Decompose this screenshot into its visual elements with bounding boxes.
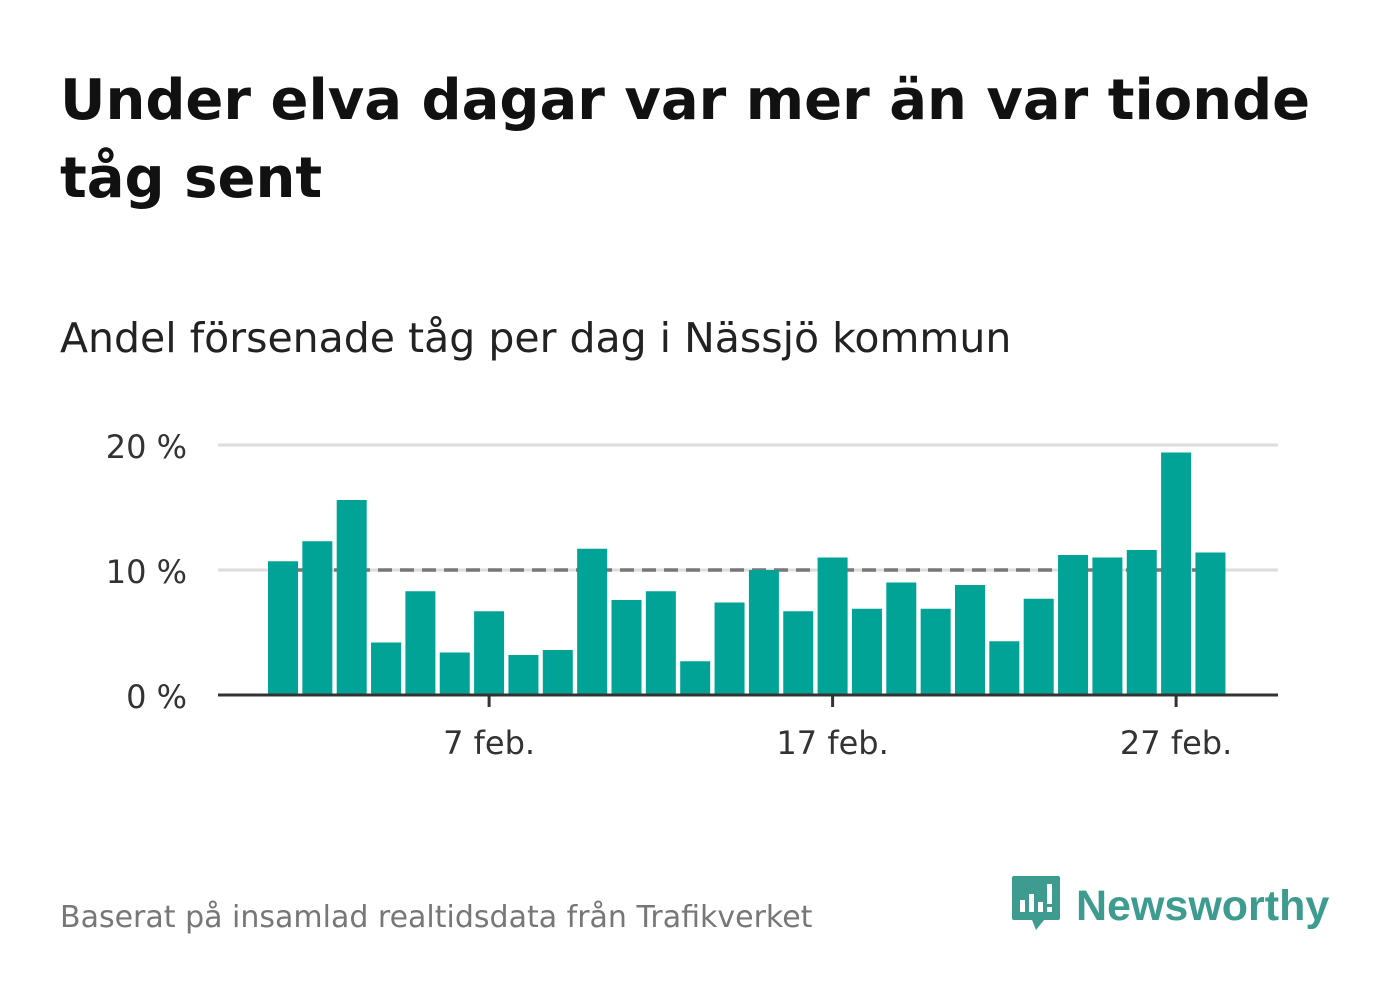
y-tick-label: 10 %	[106, 553, 187, 591]
bar	[680, 661, 711, 695]
bar	[1092, 557, 1123, 695]
bar	[851, 608, 882, 695]
bar-chart: 0 % 10 % 20 % 7 feb. 17 feb. 27 feb.	[106, 428, 1278, 762]
bar	[405, 591, 436, 695]
x-tick-label: 27 feb.	[1120, 724, 1232, 762]
brand-name: Newsworthy	[1076, 881, 1330, 930]
y-tick-label: 0 %	[126, 678, 187, 716]
bar	[474, 611, 505, 695]
chart-title: Under elva dagar var mer än var tionde t…	[60, 68, 1311, 211]
bar	[268, 561, 298, 695]
bar	[817, 557, 848, 695]
y-tick-label: 20 %	[106, 428, 187, 466]
bar	[336, 500, 367, 695]
bar	[1023, 598, 1054, 695]
bar	[1126, 550, 1157, 695]
x-tick-label: 7 feb.	[443, 724, 535, 762]
brand-logo[interactable]: Newsworthy	[1010, 874, 1329, 938]
bar	[920, 608, 951, 695]
bar	[1058, 555, 1089, 695]
source-note: Baserat på insamlad realtidsdata från Tr…	[60, 900, 813, 935]
bars	[268, 452, 1226, 695]
bar	[748, 570, 779, 695]
bar	[302, 541, 333, 695]
grid-lines	[218, 443, 1278, 572]
bar	[1161, 452, 1192, 695]
bar	[508, 655, 539, 695]
bar	[955, 585, 985, 695]
bar	[371, 642, 402, 695]
bar	[645, 591, 676, 695]
bar	[1195, 552, 1226, 695]
bar	[989, 641, 1020, 695]
bar	[542, 650, 573, 695]
axes: 0 % 10 % 20 % 7 feb. 17 feb. 27 feb.	[106, 428, 1278, 762]
x-tick-label: 17 feb.	[776, 724, 888, 762]
chart-subtitle: Andel försenade tåg per dag i Nässjö kom…	[60, 314, 1012, 362]
bar	[714, 602, 745, 695]
bar	[611, 600, 642, 695]
bar	[886, 582, 917, 695]
bar	[577, 548, 608, 695]
bar	[439, 652, 470, 695]
newsworthy-logo-icon	[1010, 874, 1062, 938]
bar	[783, 611, 814, 695]
